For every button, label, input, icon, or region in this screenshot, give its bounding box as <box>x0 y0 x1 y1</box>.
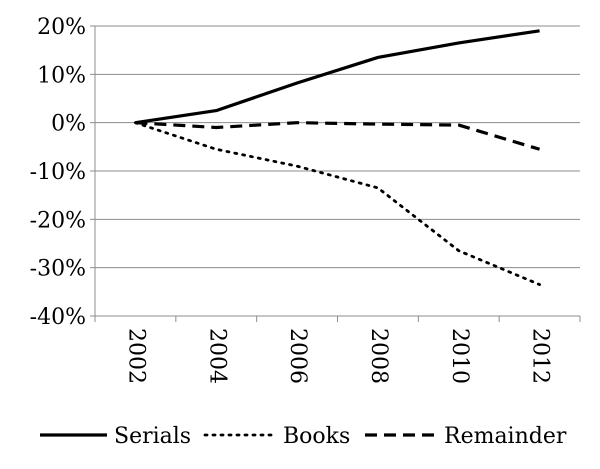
x-tick-label: 2006 <box>285 328 310 384</box>
y-tick-label: -30% <box>30 257 86 282</box>
series-line-remainder <box>135 121 541 151</box>
y-tick-label: 10% <box>37 63 86 88</box>
x-tick-label: 2012 <box>528 328 553 384</box>
y-tick-label: -40% <box>30 305 86 330</box>
y-tick-label: 0% <box>51 112 86 137</box>
x-tick-label: 2004 <box>204 328 229 384</box>
series-line-serials <box>135 29 540 125</box>
y-tick-label: -20% <box>30 208 86 233</box>
x-tick-label: 2010 <box>447 328 472 384</box>
legend-label-serials: Serials <box>114 424 191 449</box>
x-tick-labels: 2002 2004 2006 2008 2010 2012 <box>123 328 552 384</box>
legend: Serials Books Remainder <box>40 424 567 449</box>
series-line-books <box>134 121 541 286</box>
x-tick-label: 2002 <box>123 328 148 384</box>
x-tick-label: 2008 <box>366 328 391 384</box>
y-tick-labels: 20% 10% 0% -10% -20% -30% -40% <box>30 15 86 330</box>
y-tick-label: 20% <box>37 15 86 40</box>
legend-label-books: Books <box>283 424 350 449</box>
series-lines <box>134 29 541 286</box>
legend-label-remainder: Remainder <box>444 424 567 449</box>
y-tick-label: -10% <box>30 160 86 185</box>
axes <box>90 25 581 322</box>
